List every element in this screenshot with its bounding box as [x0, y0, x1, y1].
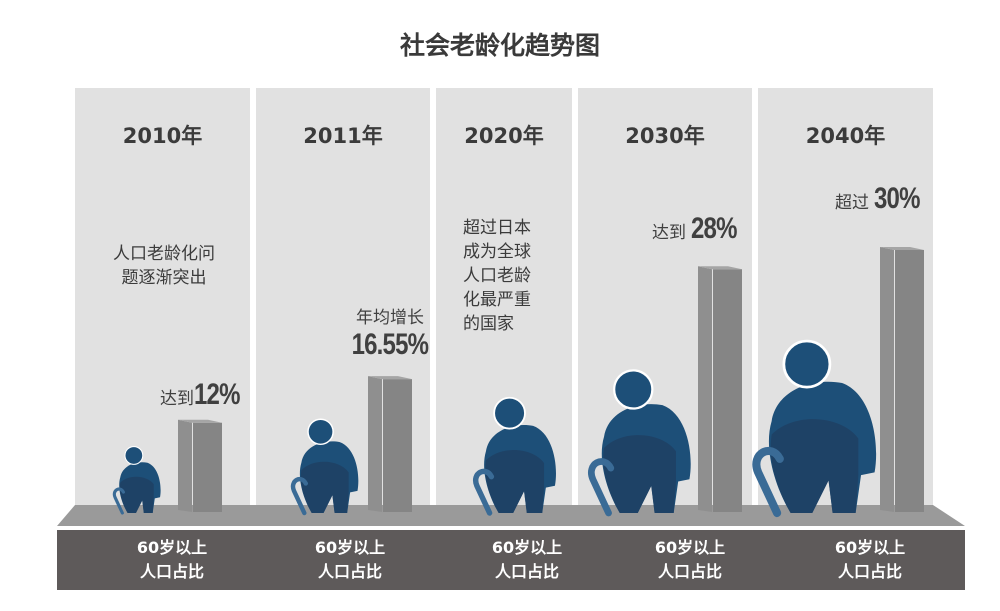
bar-front	[895, 250, 924, 512]
bar	[368, 376, 412, 512]
bottom-band	[57, 530, 965, 590]
note-line: 的国家	[463, 314, 514, 334]
value-prefix: 年均增长	[356, 308, 424, 328]
value-number: 12%	[194, 378, 240, 411]
bottom-label: 60岁以上人口占比	[112, 536, 232, 584]
year-label: 2040年	[805, 124, 886, 148]
value-prefix: 超过	[835, 193, 869, 213]
bottom-label-line: 人口占比	[139, 562, 204, 581]
value-label-2030: 达到 28%	[652, 212, 748, 246]
bar-side	[698, 266, 712, 512]
note-line: 人口老龄化问	[113, 244, 215, 264]
bar	[698, 266, 742, 512]
bar-top	[178, 419, 222, 423]
bottom-label-line: 60岁以上	[834, 538, 906, 557]
bottom-label: 60岁以上人口占比	[467, 536, 587, 584]
bar-front	[193, 422, 222, 512]
bottom-label-line: 人口占比	[657, 562, 722, 581]
value-prefix: 达到	[652, 223, 686, 243]
bar-side	[178, 419, 192, 512]
elderly-person-with-cane-icon	[473, 396, 556, 516]
note-line: 超过日本	[463, 218, 531, 238]
bar-top	[880, 247, 924, 250]
bottom-label: 60岁以上人口占比	[810, 536, 930, 584]
bottom-label: 60岁以上人口占比	[630, 536, 750, 584]
note-2010: 人口老龄化问 题逐渐突出	[100, 242, 228, 290]
bottom-label-line: 人口占比	[317, 562, 382, 581]
bar-side	[880, 247, 894, 512]
bottom-label: 60岁以上人口占比	[290, 536, 410, 584]
bar-front	[383, 379, 412, 512]
bar-side	[368, 376, 382, 512]
bottom-label-line: 60岁以上	[314, 538, 386, 557]
note-line: 成为全球	[463, 242, 531, 262]
bar-top	[368, 376, 412, 380]
elderly-person-with-cane-icon	[112, 446, 161, 515]
bar-top	[698, 266, 742, 270]
note-line: 人口老龄	[463, 266, 531, 286]
elderly-person-with-cane-icon	[588, 369, 691, 517]
bar-front	[713, 269, 742, 512]
bottom-label-line: 60岁以上	[136, 538, 208, 557]
bar	[880, 247, 924, 512]
value-number: 30%	[874, 182, 920, 215]
elderly-person-with-cane-icon	[752, 339, 877, 518]
year-label: 2011年	[303, 124, 383, 148]
year-label: 2020年	[464, 124, 544, 148]
note-2020: 超过日本 成为全球 人口老龄 化最严重 的国家	[463, 216, 531, 336]
value-prefix: 达到	[160, 389, 194, 409]
value-label-2040: 超过 30%	[835, 182, 931, 216]
value-number: 16.55%	[351, 328, 429, 361]
note-line: 题逐渐突出	[121, 268, 207, 288]
note-line: 化最严重	[463, 290, 531, 310]
chart-title: 社会老龄化趋势图	[399, 31, 600, 60]
year-label: 2030年	[625, 124, 705, 148]
bottom-label-line: 人口占比	[494, 562, 559, 581]
value-label-2011: 年均增长 16.55%	[340, 303, 440, 362]
bar	[178, 419, 222, 512]
value-label-2010: 达到12%	[160, 378, 251, 412]
elderly-person-with-cane-icon	[290, 418, 359, 516]
bottom-label-line: 人口占比	[837, 562, 902, 581]
value-number: 28%	[691, 212, 737, 245]
bottom-label-line: 60岁以上	[654, 538, 726, 557]
bottom-label-line: 60岁以上	[491, 538, 563, 557]
year-label: 2010年	[122, 124, 203, 148]
